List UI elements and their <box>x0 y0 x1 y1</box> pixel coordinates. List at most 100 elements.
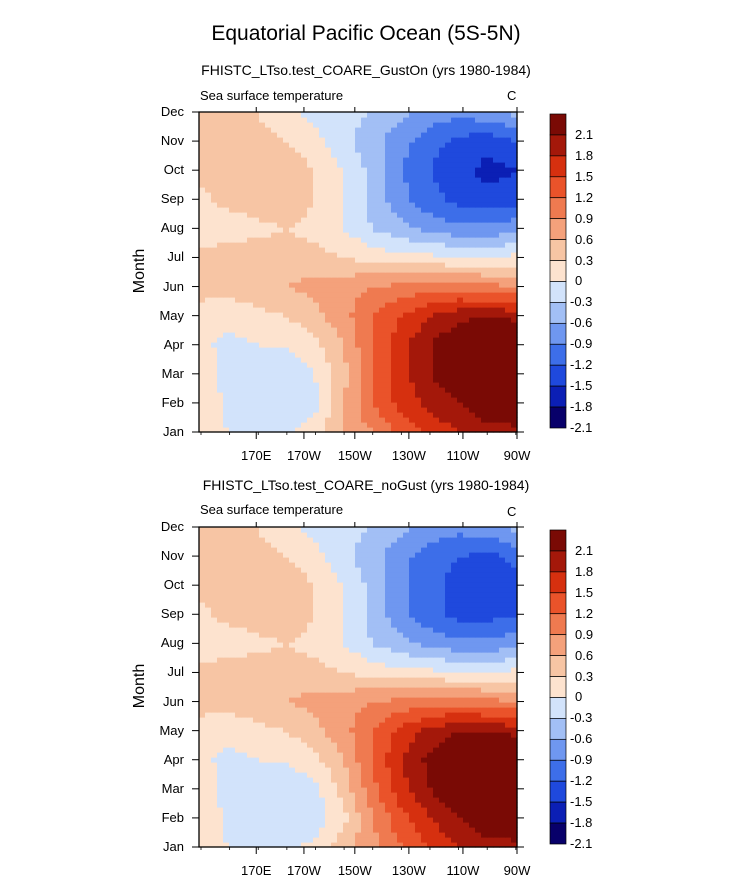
contour-cell <box>325 722 332 728</box>
contour-cell <box>427 307 434 313</box>
contour-cell <box>433 407 440 413</box>
contour-cell <box>421 272 428 278</box>
contour-cell <box>199 167 206 173</box>
contour-cell <box>229 307 236 313</box>
contour-cell <box>463 192 470 198</box>
contour-cell <box>307 132 314 138</box>
contour-cell <box>385 777 392 783</box>
contour-cell <box>409 377 416 383</box>
contour-cell <box>247 707 254 713</box>
contour-cell <box>481 742 488 748</box>
contour-cell <box>421 792 428 798</box>
contour-cell <box>427 287 434 293</box>
contour-cell <box>247 197 254 203</box>
contour-cell <box>487 317 494 323</box>
contour-cell <box>241 397 248 403</box>
contour-cell <box>301 152 308 158</box>
contour-cell <box>367 142 374 148</box>
contour-cell <box>391 787 398 793</box>
contour-cell <box>211 717 218 723</box>
contour-cell <box>199 162 206 168</box>
contour-cell <box>331 822 338 828</box>
contour-cell <box>427 202 434 208</box>
contour-cell <box>403 317 410 323</box>
contour-cell <box>247 392 254 398</box>
contour-cell <box>421 707 428 713</box>
contour-cell <box>451 702 458 708</box>
contour-cell <box>451 787 458 793</box>
contour-cell <box>217 837 224 843</box>
contour-cell <box>367 282 374 288</box>
contour-cell <box>205 817 212 823</box>
contour-cell <box>223 137 230 143</box>
contour-cell <box>511 187 518 193</box>
contour-cell <box>319 747 326 753</box>
contour-cell <box>271 807 278 813</box>
contour-cell <box>439 327 446 333</box>
contour-cell <box>349 722 356 728</box>
contour-cell <box>301 217 308 223</box>
contour-cell <box>307 377 314 383</box>
contour-cell <box>397 167 404 173</box>
contour-cell <box>391 167 398 173</box>
contour-cell <box>217 127 224 133</box>
contour-cell <box>355 837 362 843</box>
contour-cell <box>409 332 416 338</box>
contour-cell <box>319 282 326 288</box>
contour-cell <box>385 177 392 183</box>
contour-cell <box>475 792 482 798</box>
contour-cell <box>289 787 296 793</box>
contour-cell <box>319 247 326 253</box>
contour-cell <box>379 207 386 213</box>
contour-cell <box>379 247 386 253</box>
contour-cell <box>349 147 356 153</box>
contour-cell <box>211 257 218 263</box>
contour-cell <box>397 812 404 818</box>
contour-cell <box>223 777 230 783</box>
contour-cell <box>199 762 206 768</box>
contour-cell <box>427 167 434 173</box>
contour-cell <box>499 172 506 178</box>
contour-cell <box>349 292 356 298</box>
contour-cell <box>301 242 308 248</box>
contour-cell <box>295 237 302 243</box>
contour-cell <box>385 142 392 148</box>
contour-cell <box>499 772 506 778</box>
contour-cell <box>319 827 326 833</box>
contour-cell <box>505 802 512 808</box>
contour-cell <box>397 202 404 208</box>
contour-cell <box>307 737 314 743</box>
contour-cell <box>271 137 278 143</box>
contour-cell <box>409 417 416 423</box>
contour-cell <box>319 327 326 333</box>
contour-cell <box>331 277 338 283</box>
contour-cell <box>367 837 374 843</box>
contour-cell <box>385 392 392 398</box>
contour-cell <box>337 397 344 403</box>
contour-cell <box>427 317 434 323</box>
contour-cell <box>511 242 518 248</box>
contour-cell <box>295 372 302 378</box>
contour-cell <box>433 287 440 293</box>
colorbar-swatch <box>549 364 567 387</box>
contour-cell <box>307 262 314 268</box>
contour-cell <box>367 302 374 308</box>
contour-cell <box>439 392 446 398</box>
contour-cell <box>211 212 218 218</box>
contour-cell <box>253 242 260 248</box>
contour-cell <box>457 142 464 148</box>
contour-cell <box>361 427 368 433</box>
contour-cell <box>385 302 392 308</box>
contour-cell <box>289 332 296 338</box>
contour-cell <box>283 202 290 208</box>
contour-cell <box>217 257 224 263</box>
contour-cell <box>313 762 320 768</box>
contour-cell <box>199 112 206 118</box>
contour-cell <box>253 172 260 178</box>
contour-cell <box>445 817 452 823</box>
contour-cell <box>235 137 242 143</box>
contour-cell <box>493 702 500 708</box>
contour-cell <box>277 287 284 293</box>
contour-cell <box>409 782 416 788</box>
contour-cell <box>505 342 512 348</box>
